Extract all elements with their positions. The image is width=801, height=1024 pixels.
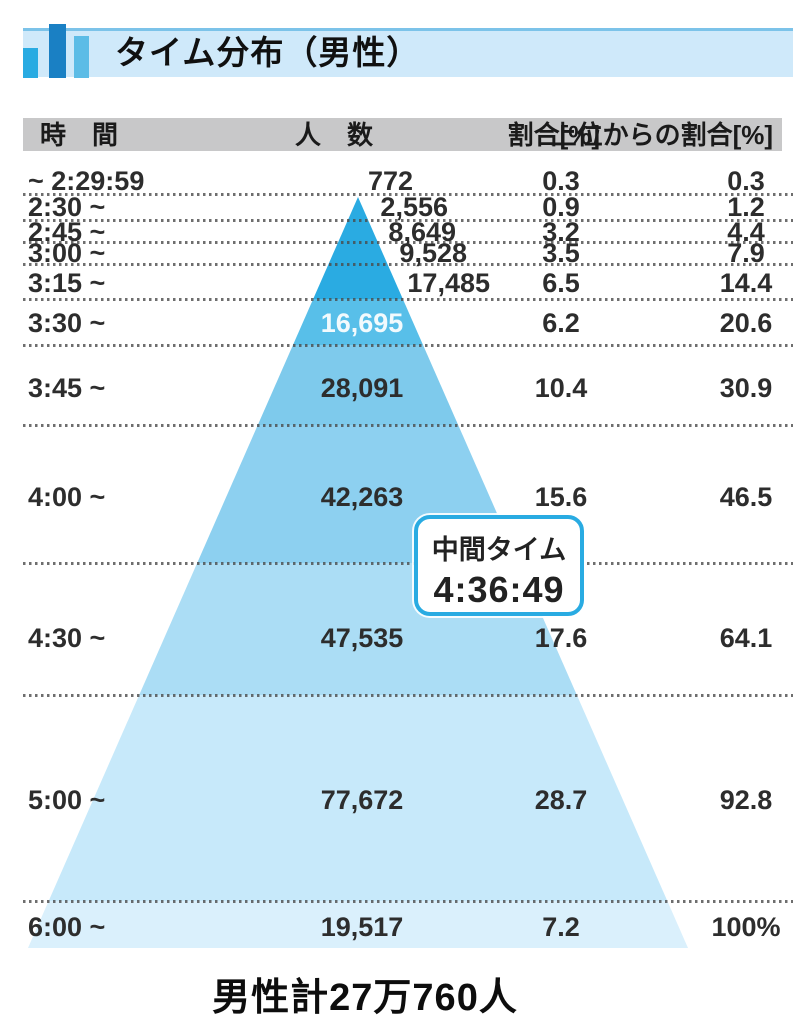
- median-time-value: 4:36:49: [433, 569, 565, 610]
- count-value: 28,091: [320, 373, 404, 403]
- cumulative-percent-value: 0.3: [727, 166, 765, 196]
- time-range-label: ~ 2:29:59: [28, 166, 145, 196]
- percent-value: 0.3: [542, 166, 580, 196]
- table-row: 6:00 ~ 19,517 7.2 100%: [23, 912, 795, 942]
- cumulative-percent-value: 30.9: [719, 373, 773, 403]
- median-time-label: 中間タイム: [431, 535, 567, 565]
- bar-chart-icon-bar: [23, 48, 38, 78]
- table-row: 5:00 ~ 77,672 28.7 92.8: [23, 785, 795, 815]
- count-value: 77,672: [320, 785, 404, 815]
- column-header-count: 人 数: [295, 120, 374, 150]
- table-row: 3:15 ~ 17,485 6.5 14.4: [23, 268, 795, 298]
- bar-chart-icon-bar: [74, 36, 89, 78]
- cumulative-percent-value: 4.4: [727, 217, 765, 247]
- cumulative-percent-value: 46.5: [719, 482, 773, 512]
- time-range-label: 3:15 ~: [28, 268, 106, 298]
- row-divider: [23, 193, 793, 196]
- cumulative-percent-value: 14.4: [719, 268, 773, 298]
- count-value: 47,535: [320, 623, 404, 653]
- count-value: 772: [367, 166, 413, 196]
- median-time-callout: 中間タイム 4:36:49: [414, 515, 584, 616]
- table-row: 3:45 ~ 28,091 10.4 30.9: [23, 373, 795, 403]
- row-divider: [23, 694, 793, 697]
- cumulative-percent-value: 20.6: [719, 308, 773, 338]
- cumulative-percent-value: 1.2: [727, 192, 765, 222]
- percent-value: 10.4: [534, 373, 588, 403]
- time-range-label: 3:00 ~: [28, 238, 106, 268]
- cumulative-percent-value: 100%: [711, 912, 781, 942]
- table-column-header: 時 間 人 数 割合[%] 上位からの割合[%]: [23, 118, 782, 151]
- cumulative-percent-value: 64.1: [719, 623, 773, 653]
- row-divider: [23, 344, 793, 347]
- percent-value: 6.2: [542, 308, 580, 338]
- count-value: 9,528: [399, 238, 467, 268]
- percent-value: 6.5: [542, 268, 580, 298]
- column-header-cumulative: 上位からの割合[%]: [550, 120, 773, 150]
- table-row: 3:00 ~ 9,528 3.5 7.9: [23, 238, 795, 268]
- cumulative-percent-value: 7.9: [727, 238, 765, 268]
- page-title: タイム分布（男性）: [115, 34, 421, 71]
- row-divider: [23, 298, 793, 301]
- time-range-label: 3:30 ~: [28, 308, 106, 338]
- title-banner: [23, 28, 793, 77]
- count-value: 42,263: [320, 482, 404, 512]
- count-value: 19,517: [320, 912, 404, 942]
- time-range-label: 6:00 ~: [28, 912, 106, 942]
- cumulative-percent-value: 92.8: [719, 785, 773, 815]
- percent-value: 7.2: [542, 912, 580, 942]
- table-row: 4:30 ~ 47,535 17.6 64.1: [23, 623, 795, 653]
- table-row: 4:00 ~ 42,263 15.6 46.5: [23, 482, 795, 512]
- column-header-percent: 割合[%]: [507, 120, 600, 150]
- time-range-label: 4:30 ~: [28, 623, 106, 653]
- time-range-label: 5:00 ~: [28, 785, 106, 815]
- percent-value: 17.6: [534, 623, 588, 653]
- percent-value: 3.5: [542, 238, 580, 268]
- percent-value: 28.7: [534, 785, 588, 815]
- bar-chart-icon: [23, 24, 93, 78]
- time-range-label: 3:45 ~: [28, 373, 106, 403]
- bar-chart-icon-bar: [49, 24, 66, 78]
- row-divider: [23, 562, 793, 565]
- total-count-label: 男性計27万760人: [212, 977, 518, 1019]
- table-row: 3:30 ~ 16,695 6.2 20.6: [23, 308, 795, 338]
- count-value: 16,695: [320, 308, 404, 338]
- row-divider: [23, 424, 793, 427]
- percent-value: 15.6: [534, 482, 588, 512]
- time-range-label: 4:00 ~: [28, 482, 106, 512]
- column-header-time: 時 間: [40, 120, 119, 150]
- table-row: ~ 2:29:59 772 0.3 0.3: [23, 166, 795, 196]
- row-divider: [23, 900, 793, 903]
